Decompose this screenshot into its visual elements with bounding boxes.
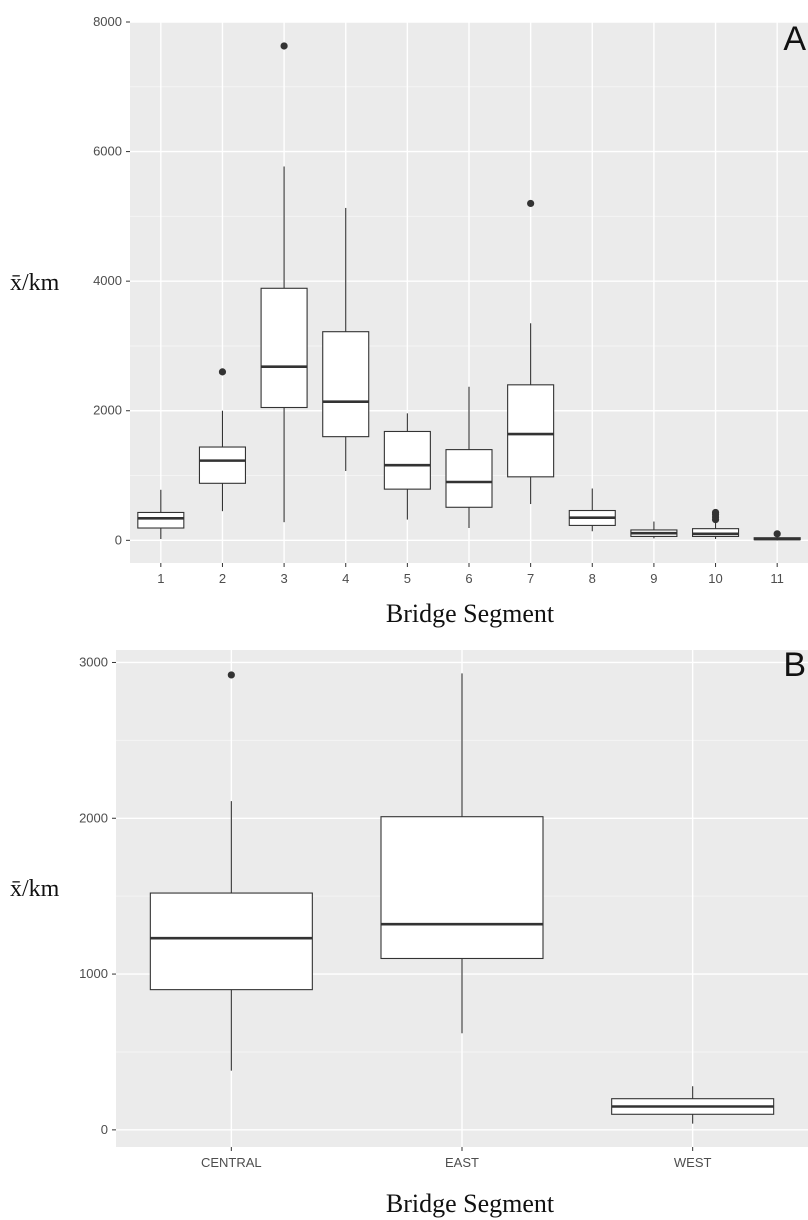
box-iqr — [198, 446, 247, 484]
box-10 — [691, 508, 740, 540]
x-tick-label: 9 — [650, 571, 657, 586]
box-iqr — [260, 287, 308, 409]
box-iqr — [322, 331, 370, 438]
box-iqr — [445, 449, 493, 508]
x-tick-label: 3 — [280, 571, 287, 586]
box-8 — [568, 488, 616, 532]
y-tick-label: 3000 — [79, 654, 108, 669]
panel-a-x-axis-title: Bridge Segment — [386, 599, 555, 628]
box-4 — [322, 207, 370, 471]
box-iqr — [137, 511, 185, 529]
box-6 — [445, 386, 493, 529]
x-tick-label: 6 — [465, 571, 472, 586]
box-iqr — [507, 384, 555, 478]
outlier-point — [773, 530, 781, 538]
box-iqr — [383, 430, 431, 490]
outlier-point — [711, 508, 720, 517]
x-tick-label: EAST — [445, 1155, 479, 1170]
y-tick-label: 6000 — [93, 144, 122, 159]
box-east — [380, 673, 544, 1034]
x-tick-label: 5 — [404, 571, 411, 586]
panel-b: 0 1000 2000 3000 CENTRAL EAST WEST B x̄/km Bri… — [10, 646, 808, 1218]
box-1 — [137, 489, 185, 540]
x-tick-label: 8 — [589, 571, 596, 586]
panel-a-label: A — [783, 20, 806, 58]
panel-b-boxes — [149, 671, 775, 1124]
panel-a-ticks: 0 2000 4000 6000 8000 1 2 3 4 5 6 7 8 9 10 11 — [93, 14, 784, 586]
x-tick-label: 1 — [157, 571, 164, 586]
box-central — [149, 671, 313, 1071]
box-3 — [260, 42, 308, 523]
box-iqr — [380, 816, 544, 960]
y-tick-label: 0 — [115, 532, 122, 547]
box-iqr — [149, 892, 313, 991]
panel-a: 0 2000 4000 6000 8000 1 2 3 4 5 6 7 8 9 10 11 A x̄/km B… — [10, 14, 808, 628]
x-tick-label: 10 — [708, 571, 722, 586]
x-tick-label: WEST — [674, 1155, 712, 1170]
y-tick-label: 2000 — [93, 403, 122, 418]
outlier-point — [527, 199, 535, 208]
x-tick-label: CENTRAL — [201, 1155, 262, 1170]
box-2 — [198, 368, 247, 512]
y-tick-label: 2000 — [79, 810, 108, 825]
x-tick-label: 4 — [342, 571, 349, 586]
box-west — [611, 1086, 775, 1124]
x-tick-label: 2 — [219, 571, 226, 586]
panel-a-boxes — [137, 42, 801, 541]
box-9 — [630, 521, 678, 539]
box-5 — [383, 413, 431, 520]
outlier-point — [227, 671, 235, 679]
x-tick-label: 11 — [770, 571, 784, 586]
panel-b-label: B — [783, 646, 806, 684]
box-7 — [507, 199, 555, 505]
panel-b-ticks: 0 1000 2000 3000 CENTRAL EAST WEST — [79, 654, 711, 1170]
panel-b-x-axis-title: Bridge Segment — [386, 1189, 555, 1218]
y-tick-label: 8000 — [93, 14, 122, 29]
outlier-point — [280, 42, 288, 50]
outlier-point — [218, 368, 227, 376]
y-tick-label: 1000 — [79, 966, 108, 981]
x-tick-label: 7 — [527, 571, 534, 586]
y-tick-label: 0 — [101, 1122, 108, 1137]
box-11 — [753, 530, 801, 541]
y-tick-label: 4000 — [93, 273, 122, 288]
panel-b-y-axis-title: x̄/km — [10, 876, 60, 902]
panel-a-y-axis-title: x̄/km — [10, 270, 60, 296]
